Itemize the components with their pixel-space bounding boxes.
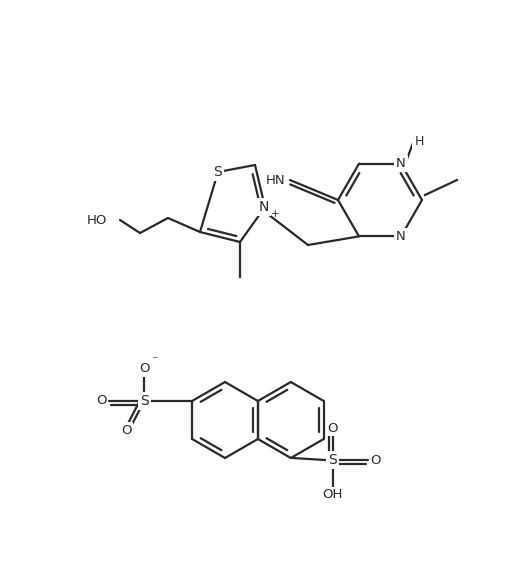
Text: O: O <box>328 421 338 435</box>
Text: N: N <box>396 230 406 243</box>
Text: O: O <box>96 395 106 407</box>
Text: S: S <box>140 394 148 408</box>
Text: OH: OH <box>322 488 343 502</box>
Text: H: H <box>414 135 423 148</box>
Text: N: N <box>396 157 406 170</box>
Text: +: + <box>271 209 279 219</box>
Text: N: N <box>259 200 269 214</box>
Text: ⁻: ⁻ <box>151 354 157 368</box>
Text: HN: HN <box>266 173 286 187</box>
Text: O: O <box>371 454 381 466</box>
Text: HO: HO <box>87 213 107 227</box>
Text: S: S <box>214 165 222 179</box>
Text: S: S <box>328 453 337 467</box>
Text: O: O <box>139 362 149 376</box>
Text: O: O <box>121 424 132 436</box>
